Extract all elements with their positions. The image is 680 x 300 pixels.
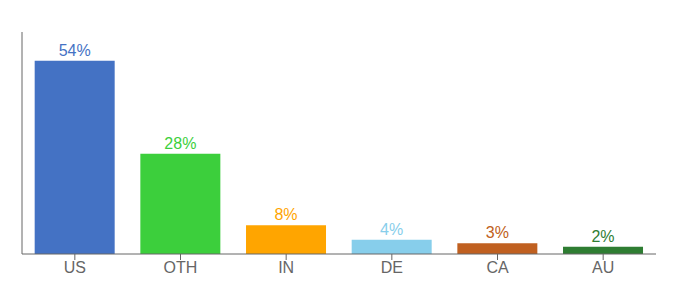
svg-text:3%: 3% bbox=[486, 224, 509, 241]
svg-text:CA: CA bbox=[486, 259, 509, 276]
svg-text:US: US bbox=[64, 259, 86, 276]
svg-text:DE: DE bbox=[381, 259, 403, 276]
svg-text:OTH: OTH bbox=[164, 259, 198, 276]
svg-text:8%: 8% bbox=[274, 206, 297, 223]
svg-text:28%: 28% bbox=[164, 135, 196, 152]
svg-text:4%: 4% bbox=[380, 221, 403, 238]
svg-text:2%: 2% bbox=[591, 228, 614, 245]
svg-text:IN: IN bbox=[278, 259, 294, 276]
svg-text:54%: 54% bbox=[59, 42, 91, 59]
svg-text:AU: AU bbox=[592, 259, 614, 276]
